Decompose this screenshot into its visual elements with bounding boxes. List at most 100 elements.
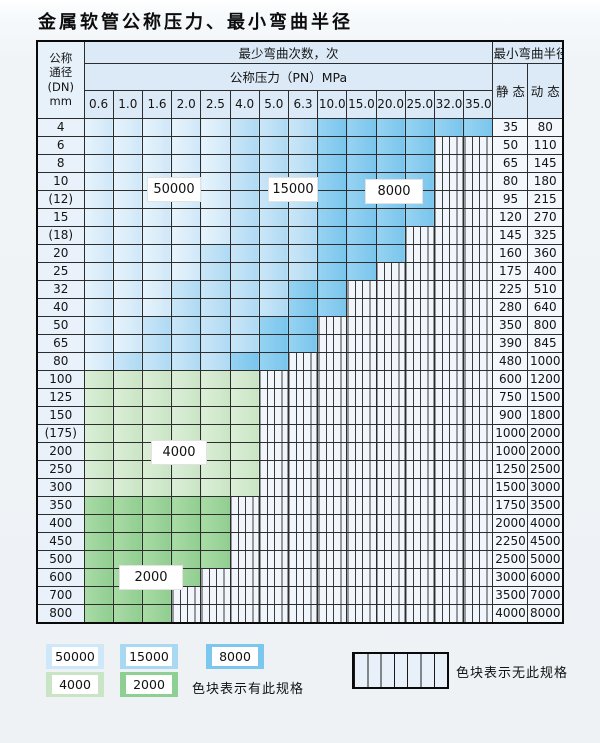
spec-cell <box>200 261 231 281</box>
no-spec-cell <box>433 225 465 245</box>
spec-cell <box>258 261 289 281</box>
spec-cell <box>229 477 260 497</box>
no-spec-cell <box>287 351 319 371</box>
spec-cell <box>83 225 114 245</box>
spec-cell <box>112 225 143 245</box>
spec-cell <box>83 531 114 551</box>
spec-cell <box>112 531 143 551</box>
spec-cell <box>83 459 114 479</box>
spec-cell <box>317 261 348 281</box>
spec-cell <box>200 387 231 407</box>
spec-cell <box>141 603 173 623</box>
legend-swatch-50000: 50000 <box>46 644 104 669</box>
spec-cell <box>171 297 202 317</box>
pressure-column-header: 10.0 <box>317 89 348 119</box>
no-spec-cell <box>375 441 406 461</box>
legend-swatch-label: 15000 <box>126 647 172 666</box>
spec-cell <box>229 369 260 389</box>
dynamic-radius-value: 4500 <box>527 531 564 551</box>
no-spec-cell <box>463 567 494 587</box>
pressure-header: 公称压力（PN）MPa <box>83 62 494 91</box>
row-dn-label: (18) <box>36 225 85 245</box>
table-row: 80 480 1000 <box>36 351 564 371</box>
spec-cell <box>112 369 143 389</box>
spec-cell <box>141 261 173 281</box>
no-spec-cell <box>375 567 406 587</box>
table-header: 公称 通径 (DN) mm 最少弯曲次数，次 最小弯曲半径 公称压力（PN）MPa 静… <box>36 40 564 119</box>
spec-cell <box>141 315 173 335</box>
spec-cell <box>317 117 348 137</box>
pressure-values-row: 0.6 1.0 1.6 2.0 2.5 4.0 5.0 6.3 10.0 15.0 20.0 25.0… <box>37 89 563 119</box>
spec-cell <box>171 405 202 425</box>
spec-cell <box>171 243 202 263</box>
no-spec-cell <box>404 369 435 389</box>
no-spec-cell <box>258 513 289 533</box>
spec-cell <box>141 369 173 389</box>
legend-swatch-2000: 2000 <box>120 672 178 697</box>
table-row: 600 3000 6000 <box>36 567 564 587</box>
spec-cell <box>287 243 319 263</box>
no-spec-cell <box>229 495 260 515</box>
spec-cell <box>171 225 202 245</box>
spec-cell <box>200 225 231 245</box>
no-spec-cell <box>346 333 377 353</box>
row-dn-label: 6 <box>36 135 85 155</box>
static-radius-value: 3500 <box>492 585 529 605</box>
spec-cell <box>317 243 348 263</box>
no-spec-cell <box>346 585 377 605</box>
static-radius-value: 1000 <box>492 441 529 461</box>
spec-cell <box>112 405 143 425</box>
spec-cell <box>83 441 114 461</box>
dynamic-radius-value: 4000 <box>527 513 564 533</box>
spec-cell <box>229 225 260 245</box>
spec-cell <box>83 351 114 371</box>
spec-cell <box>229 459 260 479</box>
static-radius-value: 2250 <box>492 531 529 551</box>
no-spec-cell <box>463 153 494 173</box>
no-spec-cell <box>404 567 435 587</box>
spec-cell <box>112 549 143 569</box>
spec-cell <box>171 279 202 299</box>
spec-cell <box>200 171 231 191</box>
spec-cell <box>433 117 465 137</box>
no-spec-cell <box>346 405 377 425</box>
no-spec-cell <box>375 279 406 299</box>
zone-label-50000: 50000 <box>147 177 201 202</box>
spec-cell <box>258 297 289 317</box>
spec-cell <box>463 117 494 137</box>
no-spec-cell <box>463 585 494 605</box>
no-spec-cell <box>258 603 289 623</box>
spec-cell <box>141 405 173 425</box>
spec-cell <box>141 531 173 551</box>
dynamic-radius-value: 3000 <box>527 477 564 497</box>
spec-cell <box>317 225 348 245</box>
spec-cell <box>346 225 377 245</box>
spec-cell <box>200 495 231 515</box>
no-spec-cell <box>463 279 494 299</box>
no-spec-cell <box>346 459 377 479</box>
spec-cell <box>112 135 143 155</box>
spec-cell <box>112 603 143 623</box>
legend-swatch-label: 50000 <box>52 647 98 666</box>
no-spec-cell <box>404 603 435 623</box>
spec-cell <box>141 279 173 299</box>
static-radius-value: 225 <box>492 279 529 299</box>
no-spec-cell <box>433 243 465 263</box>
no-spec-cell <box>287 441 319 461</box>
no-spec-cell <box>258 387 289 407</box>
dynamic-radius-value: 8000 <box>527 603 564 623</box>
no-spec-cell <box>317 333 348 353</box>
no-spec-cell <box>287 477 319 497</box>
spec-cell <box>258 225 289 245</box>
static-radius-value: 80 <box>492 171 529 191</box>
no-spec-cell <box>433 207 465 227</box>
row-dn-label: 800 <box>36 603 85 623</box>
no-spec-cell <box>404 279 435 299</box>
no-spec-cell <box>375 495 406 515</box>
spec-cell <box>375 117 406 137</box>
row-dn-label: 10 <box>36 171 85 191</box>
static-radius-value: 1500 <box>492 477 529 497</box>
table-row: 150 900 1800 <box>36 405 564 425</box>
dynamic-radius-value: 325 <box>527 225 564 245</box>
spec-cell <box>404 135 435 155</box>
